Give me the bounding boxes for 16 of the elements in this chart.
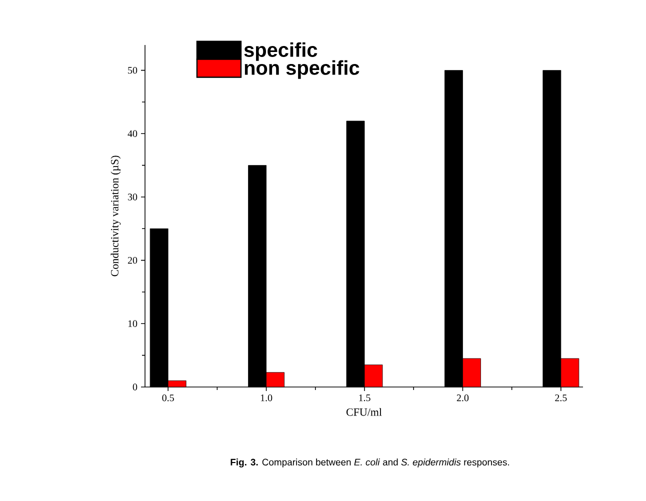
- legend-label: non specific: [244, 60, 360, 79]
- x-tick-label: 0.5: [162, 394, 174, 402]
- x-tick-label: 1.0: [260, 394, 272, 402]
- y-tick-label: 50: [128, 66, 138, 74]
- y-tick-label: 20: [128, 256, 138, 264]
- x-tick-label: 1.5: [359, 394, 370, 402]
- y-tick-label: 40: [128, 130, 138, 138]
- legend-label: specific: [244, 42, 318, 61]
- y-tick-label: 10: [128, 320, 138, 328]
- y-tick-label: 0: [132, 384, 138, 390]
- x-axis-title: CFU/ml: [346, 408, 382, 416]
- text: Fig. 3. Comparison between E. coli and S. epidermidis responses.: [230, 458, 509, 468]
- y-axis-title: Conductivity variation (µS): [110, 156, 121, 276]
- y-tick-label: 30: [128, 194, 138, 200]
- x-tick-label: 2.5: [555, 394, 567, 402]
- x-tick-label: 2.0: [456, 394, 469, 402]
